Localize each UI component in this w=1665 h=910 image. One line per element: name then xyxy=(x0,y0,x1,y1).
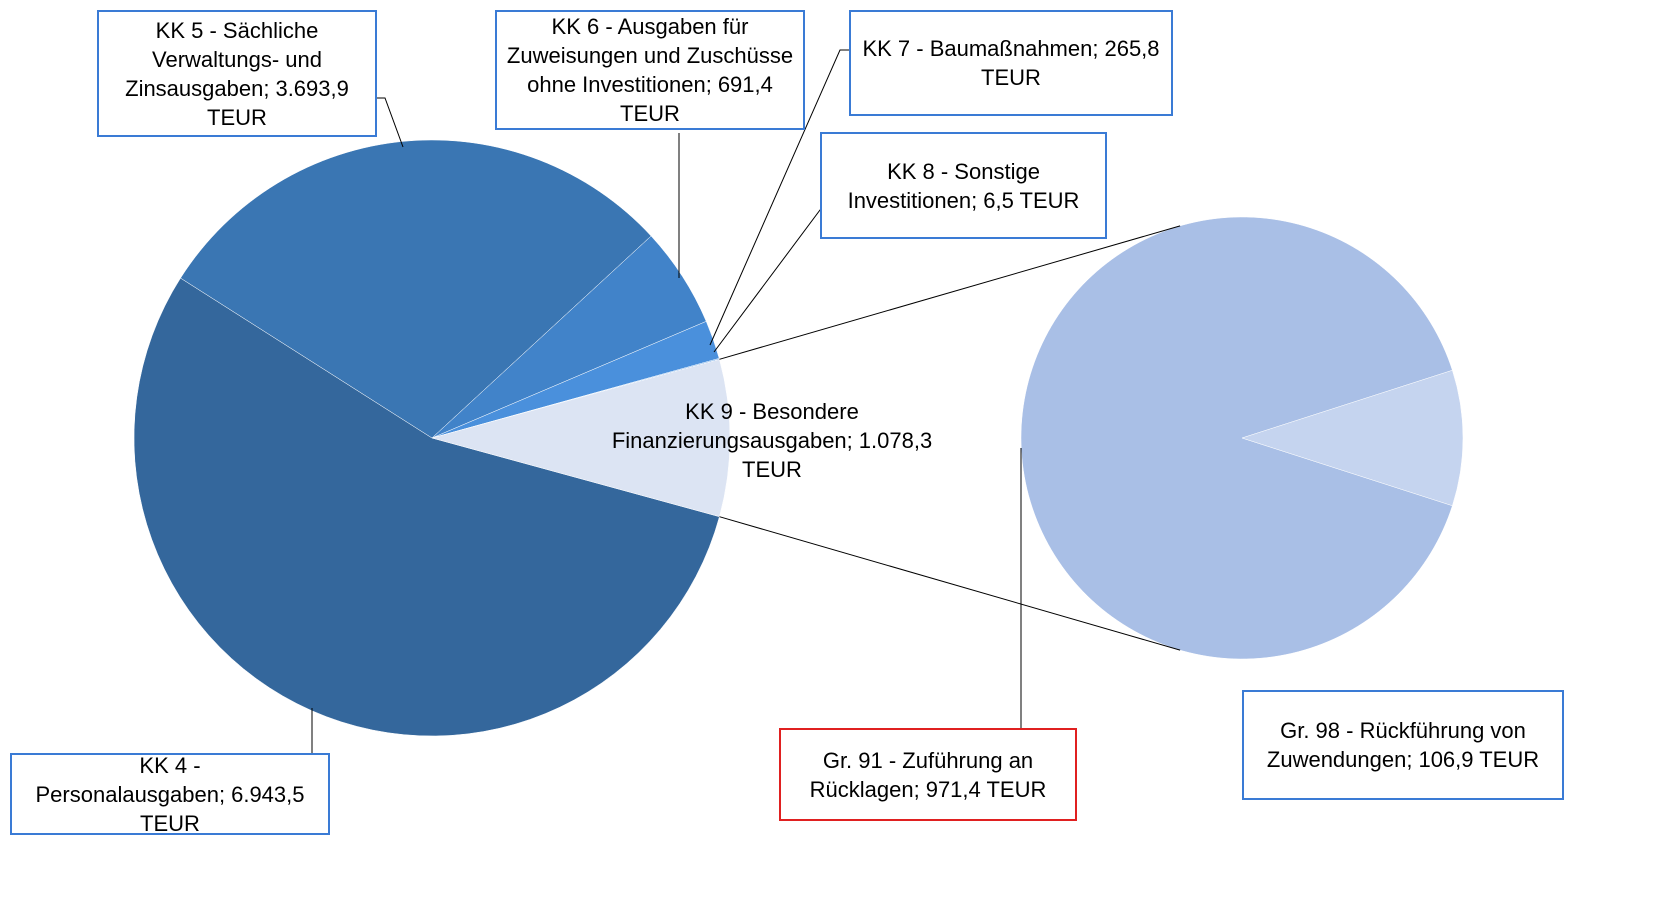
label-part: 691,4 TEUR xyxy=(620,72,773,126)
label-part: KK 9 - Besondere Finanzierungsausgaben; xyxy=(611,398,859,453)
pie-slice xyxy=(1020,216,1453,660)
label-text: KK 4 - Personalausgaben; 6.943,5 TEUR xyxy=(18,751,322,838)
data-label: Gr. 91 - Zuführung an Rücklagen; 971,4 TE… xyxy=(779,728,1077,821)
label-part: 3.693,9 TEUR xyxy=(207,75,349,130)
leader-line xyxy=(713,209,830,353)
data-label: KK 7 - Baumaßnahmen; 265,8 TEUR xyxy=(849,10,1173,116)
label-part: KK 7 - Baumaßnahmen; xyxy=(862,36,1099,61)
leader-line xyxy=(709,49,851,346)
label-text: KK 8 - Sonstige Investitionen; 6,5 TEUR xyxy=(828,157,1099,215)
label-part: KK 6 - Ausgaben für Zuweisungen und Zusc… xyxy=(506,14,794,97)
data-label: KK 4 - Personalausgaben; 6.943,5 TEUR xyxy=(10,751,330,838)
label-part: 6.943,5 TEUR xyxy=(140,781,305,836)
data-label: KK 8 - Sonstige Investitionen; 6,5 TEUR xyxy=(820,132,1107,239)
label-text: KK 7 - Baumaßnahmen; 265,8 TEUR xyxy=(857,34,1165,92)
label-part: KK 5 - Sächliche Verwaltungs- und Zinsau… xyxy=(125,17,322,101)
data-label: KK 5 - Sächliche Verwaltungs- und Zinsau… xyxy=(97,10,377,137)
label-part: Gr. 91 - Zuführung an Rücklagen; xyxy=(809,747,1034,802)
pie-slice xyxy=(1241,369,1464,507)
pie-slice xyxy=(180,139,652,439)
label-part: KK 4 - Personalausgaben; xyxy=(35,752,226,807)
label-part: 265,8 TEUR xyxy=(981,36,1160,90)
label-text: Gr. 98 - Rückführung von Zuwendungen; 106… xyxy=(1250,716,1556,774)
label-text: KK 6 - Ausgaben für Zuweisungen und Zusc… xyxy=(503,12,797,128)
label-text: Gr. 91 - Zuführung an Rücklagen; 971,4 TE… xyxy=(787,746,1069,804)
pie-slice xyxy=(133,277,720,737)
connector-line xyxy=(719,516,1181,651)
connector-line xyxy=(719,225,1181,360)
label-part: 6,5 TEUR xyxy=(983,187,1080,213)
label-part: KK 8 - Sonstige Investitionen; xyxy=(847,158,1040,213)
label-part: Gr. 98 - Rückführung von Zuwendungen; xyxy=(1266,718,1526,772)
label-text: KK 5 - Sächliche Verwaltungs- und Zinsau… xyxy=(105,16,369,132)
label-text: KK 9 - Besondere Finanzierungsausgaben; 1… xyxy=(612,397,932,484)
label-part: 971,4 TEUR xyxy=(925,776,1047,802)
data-label: Gr. 98 - Rückführung von Zuwendungen; 106… xyxy=(1242,690,1564,800)
data-label: KK 6 - Ausgaben für Zuweisungen und Zusc… xyxy=(495,10,805,130)
data-label: KK 9 - Besondere Finanzierungsausgaben; 1… xyxy=(612,390,932,490)
label-part: 106,9 TEUR xyxy=(1418,747,1540,772)
label-part: 1.078,3 TEUR xyxy=(742,427,933,482)
pie-slice xyxy=(431,359,731,517)
